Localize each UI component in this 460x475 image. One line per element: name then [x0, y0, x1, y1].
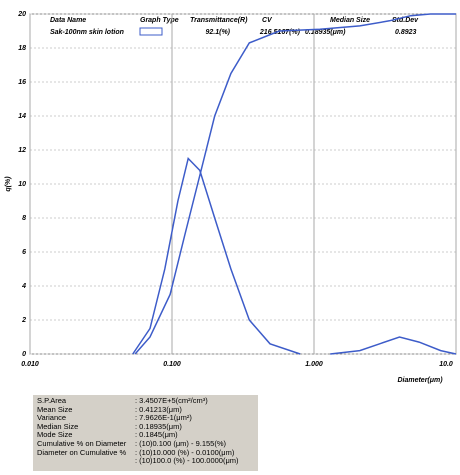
header-value: 0.8923: [395, 29, 417, 36]
stat-value: : 0.1845(μm): [135, 430, 178, 440]
y-tick-label: 10: [18, 181, 26, 188]
stat-value: : (10)0.100 (μm) - 9.155(%): [135, 438, 227, 448]
header-label: Std.Dev: [392, 17, 419, 24]
line: [132, 157, 457, 355]
stat-label: [37, 457, 135, 466]
x-tick-label: 1.000: [305, 361, 323, 368]
stats-row: Variance : 7.9626E-1(μm²): [37, 414, 254, 423]
y-tick-label: 4: [21, 283, 26, 290]
stat-label: Diameter on Cumulative %: [37, 447, 127, 457]
y-tick-label: 2: [21, 317, 26, 324]
stat-value: : 7.9626E-1(μm²): [135, 413, 192, 423]
y-tick-label: 14: [18, 113, 26, 120]
stats-row: Diameter on Cumulative % : (10)10.000 (%)…: [37, 447, 254, 458]
graph-type-icon: [139, 27, 163, 36]
chart: Data Name Graph Type Transmittance(R) CV…: [5, 11, 457, 384]
y-tick-label: 8: [22, 215, 26, 222]
y-tick-label: 20: [17, 11, 26, 18]
y-tick-label: 18: [18, 45, 26, 52]
stat-label: Median Size: [37, 421, 79, 431]
y-axis-label: q(%): [5, 176, 12, 192]
header-label: Median Size: [330, 17, 370, 24]
stat-label: Cumulative % on Diameter: [37, 438, 127, 448]
stats-row: Mode Size : 0.1845(μm): [37, 431, 254, 440]
x-tick-label: 0.100: [163, 361, 181, 368]
stats-row: S.P.Area : 3.4507E+5(cm²/cm³): [37, 396, 254, 406]
header-label: Data Name: [50, 17, 86, 24]
y-tick-label: 12: [18, 147, 26, 154]
y-tick-label: 6: [22, 249, 26, 256]
stat-label: Mean Size: [37, 404, 73, 414]
header-value: Sak-100nm skin lotion: [50, 29, 124, 36]
y-tick-label: 0: [22, 351, 26, 358]
stats-row: Median Size : 0.18935(μm): [37, 421, 254, 432]
x-axis-label: Diameter(μm): [397, 377, 443, 384]
stat-value: : (10)100.0 (%) - 100.0000(μm): [135, 456, 239, 466]
stat-value: : 0.41213(μm): [135, 404, 182, 414]
stat-value: : 3.4507E+5(cm²/cm³): [135, 396, 208, 405]
header-value: 92.1(%): [205, 29, 230, 36]
header-label: Graph Type: [140, 17, 179, 24]
y-tick-label: 16: [18, 79, 26, 86]
stat-value: : (10)10.000 (%) - 0.0100(μm): [135, 447, 235, 457]
stat-label: Variance: [37, 413, 67, 423]
x-tick-label: 10.0: [439, 361, 453, 368]
stat-label: Mode Size: [37, 430, 73, 440]
stat-value: : 0.18935(μm): [135, 421, 182, 431]
stats-row: Mean Size : 0.41213(μm): [37, 404, 254, 415]
x-tick-label: 0.010: [21, 361, 39, 368]
line: [134, 13, 456, 355]
stats-row: Cumulative % on Diameter : (10)0.100 (μm)…: [37, 438, 254, 449]
header-value: 216.5167(%): [259, 29, 301, 36]
stats-table: S.P.Area : 3.4507E+5(cm²/cm³) Mean Size : 0…: [33, 395, 258, 471]
stats-row: : (10)100.0 (%) - 100.0000(μm): [37, 457, 254, 466]
header-label: Transmittance(R): [190, 17, 248, 24]
header-value: 0.18935(μm): [305, 29, 346, 36]
header-label: CV: [262, 17, 273, 24]
stat-label: S.P.Area: [37, 396, 67, 405]
